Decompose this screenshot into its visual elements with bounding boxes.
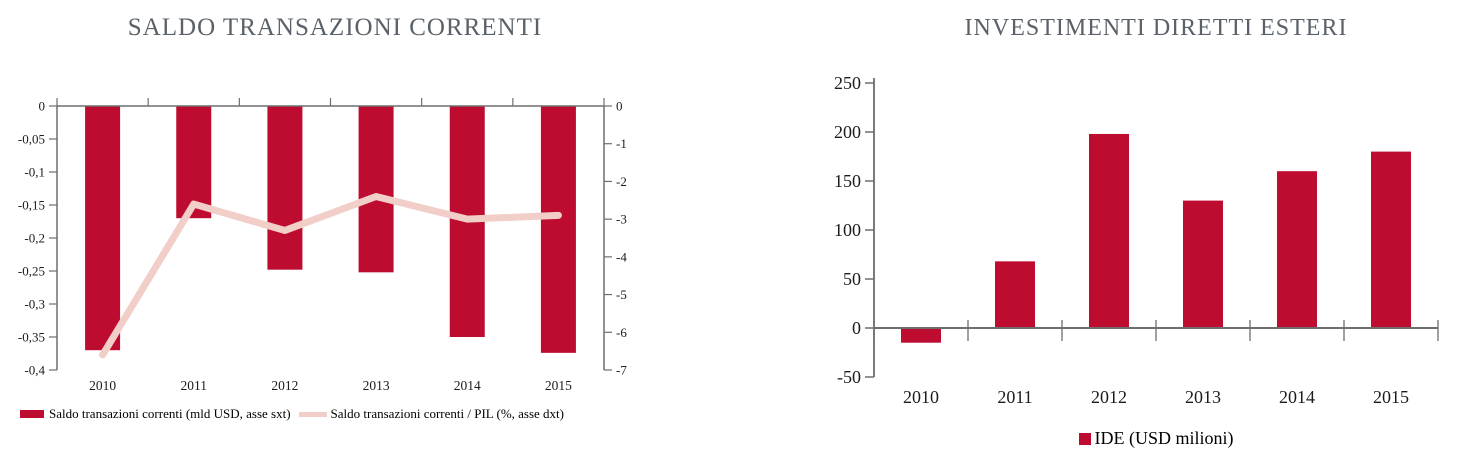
right-axis-tick-label: -6 <box>616 325 627 340</box>
line-series-label: Saldo transazioni correnti / PIL (%, ass… <box>330 406 565 421</box>
y-axis-tick-label: 150 <box>834 171 861 191</box>
bar-series-swatch <box>20 410 44 418</box>
bar-2011 <box>995 261 1035 328</box>
x-axis-label: 2014 <box>454 378 481 393</box>
y-axis-tick-label: -50 <box>837 367 861 387</box>
x-axis-label: 2012 <box>1091 387 1127 407</box>
right-axis-tick-label: -2 <box>616 174 627 189</box>
x-axis-label: 2011 <box>997 387 1032 407</box>
bar-2013 <box>358 106 394 273</box>
y-axis-tick-label: 0 <box>852 318 861 338</box>
x-axis-label: 2010 <box>903 387 939 407</box>
chart-legend-saldo: Saldo transazioni correnti (mld USD, ass… <box>20 406 564 422</box>
combo-chart-plot: 0 -0,05 -0,1 -0,15 -0,2 -0,25 -0,3 -0,35 -0,4 0 -1… <box>18 98 627 393</box>
x-axis-label: 2011 <box>181 378 208 393</box>
y-axis-tick-label: 250 <box>834 73 861 93</box>
left-axis-tick-label: -0,35 <box>18 330 45 345</box>
x-axis-label: 2012 <box>271 378 298 393</box>
right-axis-tick-label: -7 <box>616 363 627 378</box>
x-axis-label: 2010 <box>89 378 116 393</box>
bar-2010 <box>901 328 941 343</box>
ide-series-swatch <box>1078 432 1091 445</box>
right-axis-tick-label: -1 <box>616 136 627 151</box>
right-axis-tick-label: -3 <box>616 212 627 227</box>
bar-2012 <box>1089 133 1129 328</box>
x-axis-label: 2015 <box>545 378 572 393</box>
y-axis-tick-label: 200 <box>834 122 861 142</box>
x-axis-label: 2013 <box>363 378 390 393</box>
bar-2015 <box>540 106 576 353</box>
x-axis-label: 2014 <box>1279 387 1315 407</box>
left-axis-tick-label: -0,1 <box>24 165 45 180</box>
bar-2010 <box>85 106 121 351</box>
bar-2014 <box>1277 171 1317 328</box>
chart-title-ide: INVESTIMENTI DIRETTI ESTERI <box>964 15 1348 41</box>
y-axis-tick-label: 100 <box>834 220 861 240</box>
x-axis-label: 2015 <box>1373 387 1409 407</box>
right-axis-tick-label: -4 <box>616 249 627 264</box>
ide-series-label: IDE (USD milioni) <box>1094 428 1234 448</box>
bar-2012 <box>267 106 303 270</box>
left-axis-tick-label: 0 <box>39 99 46 114</box>
left-axis-tick-label: -0,3 <box>24 297 45 312</box>
chart-title-saldo: SALDO TRANSAZIONI CORRENTI <box>127 14 543 41</box>
x-axis-label: 2013 <box>1185 387 1221 407</box>
bar-2015 <box>1371 151 1411 328</box>
right-axis-tick-label: 0 <box>616 99 623 114</box>
bar-series-label: Saldo transazioni correnti (mld USD, ass… <box>49 406 291 421</box>
left-axis-tick-label: -0,05 <box>18 132 45 147</box>
left-axis-tick-label: -0,15 <box>18 198 45 213</box>
chart-legend-ide: IDE (USD milioni) <box>874 428 1438 449</box>
line-series-swatch <box>298 411 327 417</box>
bar-2011 <box>176 106 212 219</box>
y-axis-tick-label: 50 <box>843 269 861 289</box>
left-axis-tick-label: -0,25 <box>18 264 45 279</box>
left-axis-tick-label: -0,4 <box>24 363 45 378</box>
left-axis-tick-label: -0,2 <box>24 231 45 246</box>
bar-2013 <box>1183 200 1223 328</box>
right-axis-tick-label: -5 <box>616 287 627 302</box>
line-series <box>99 193 562 359</box>
bar-chart-plot: 250 200 150 100 50 0 -50 2010 2011 2012 2013 2014 20… <box>834 73 1439 407</box>
